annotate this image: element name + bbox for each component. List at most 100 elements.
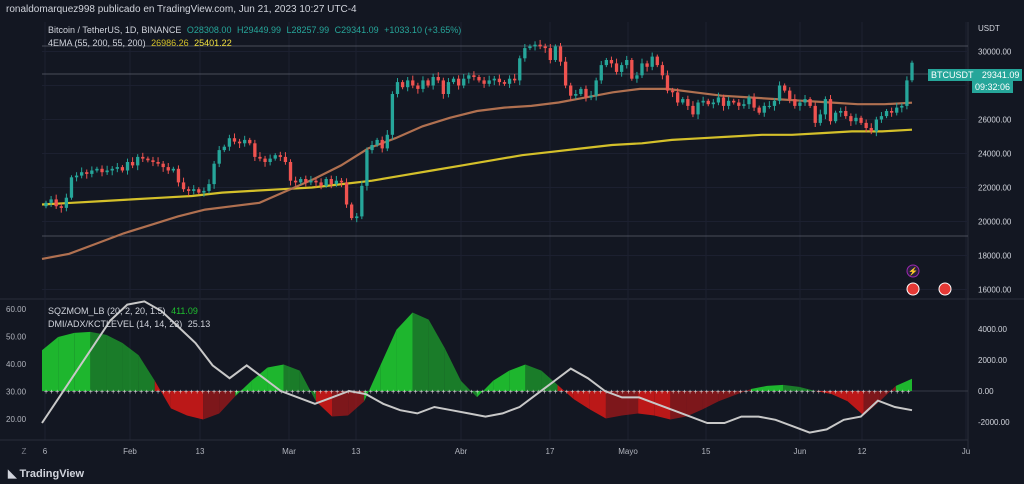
candle xyxy=(604,57,609,68)
candle xyxy=(513,73,517,84)
candle-body xyxy=(732,100,736,103)
candle-body xyxy=(828,99,833,122)
candle-body xyxy=(584,88,588,98)
candle xyxy=(833,110,838,124)
squeeze-momentum-bar xyxy=(428,319,445,391)
candle-body xyxy=(487,80,491,84)
candle-body xyxy=(146,158,150,161)
squeeze-momentum-bar xyxy=(767,384,784,391)
candle-body xyxy=(696,102,700,115)
squeeze-momentum-bar xyxy=(203,391,220,420)
candle-body xyxy=(869,128,873,132)
squeeze-dot: + xyxy=(671,389,675,396)
candle xyxy=(95,166,99,173)
candle-body xyxy=(314,180,318,183)
candle-body xyxy=(380,139,384,149)
candle-body xyxy=(589,95,593,98)
squeeze-momentum-bar xyxy=(170,391,187,416)
squeeze-dot: + xyxy=(800,389,804,396)
candle-body xyxy=(879,116,884,120)
candle xyxy=(777,81,782,105)
candle xyxy=(518,55,522,86)
squeeze-dot: + xyxy=(839,389,843,396)
candle-body xyxy=(161,163,165,168)
squeeze-dot: + xyxy=(481,389,485,396)
squeeze-dot: + xyxy=(660,389,664,396)
candle xyxy=(411,75,415,89)
squeeze-dot: + xyxy=(850,389,854,396)
candle-body xyxy=(630,60,634,79)
squeeze-dot: + xyxy=(386,389,390,396)
candle xyxy=(869,123,873,135)
squeeze-dot: + xyxy=(156,389,160,396)
candle-body xyxy=(395,82,400,94)
price-tick-label: 22000.00 xyxy=(978,184,1012,193)
squeeze-dot: + xyxy=(139,389,143,396)
candle-body xyxy=(100,168,104,173)
legend-high: H29449.99 xyxy=(236,25,282,35)
candle-body xyxy=(253,143,257,157)
candle xyxy=(543,43,547,53)
candle-body xyxy=(222,146,226,151)
candle xyxy=(273,153,277,161)
candle-body xyxy=(477,77,481,81)
squeeze-dot: + xyxy=(806,389,810,396)
candle xyxy=(309,175,313,186)
candle xyxy=(619,62,624,77)
squeeze-momentum-bar xyxy=(589,391,606,419)
candle-body xyxy=(844,111,848,117)
squeeze-momentum-bar xyxy=(895,378,912,391)
candle-body xyxy=(365,150,369,186)
candle xyxy=(90,166,94,178)
legend-ema-row: 4EMA (55, 200, 55, 200) 26986.26 25401.2… xyxy=(48,38,235,48)
tradingview-logo[interactable]: ◣ TradingView xyxy=(8,467,84,480)
candle xyxy=(355,213,359,223)
squeeze-dot: + xyxy=(274,389,278,396)
time-zone-icon: Z xyxy=(22,447,27,456)
squeeze-dot: + xyxy=(498,389,502,396)
candle-body xyxy=(237,141,242,144)
squeeze-dot: + xyxy=(229,389,233,396)
squeeze-dot: + xyxy=(173,389,177,396)
squeeze-dot: + xyxy=(78,389,82,396)
time-axis-label: 15 xyxy=(702,447,711,456)
candle-body xyxy=(513,78,517,81)
candle xyxy=(446,78,451,98)
dmi-axis-tick: 60.00 xyxy=(6,305,27,314)
candle-body xyxy=(385,134,389,149)
candle xyxy=(523,44,527,62)
candle xyxy=(130,157,135,169)
squeeze-dot: + xyxy=(576,389,580,396)
candle-body xyxy=(533,44,537,47)
squeeze-momentum-bar xyxy=(493,370,510,391)
candle-body xyxy=(232,138,237,142)
candle xyxy=(752,93,756,111)
squeeze-dot: + xyxy=(794,389,798,396)
candle xyxy=(339,177,344,188)
candle xyxy=(44,200,48,209)
candle xyxy=(879,112,884,123)
squeeze-momentum-bar xyxy=(605,391,622,419)
squeeze-dot: + xyxy=(380,389,384,396)
candle xyxy=(166,163,170,174)
candle-body xyxy=(186,189,191,191)
candle-body xyxy=(579,88,583,94)
squeeze-dot: + xyxy=(834,389,838,396)
candle xyxy=(782,83,787,93)
candle-body xyxy=(767,105,772,107)
squeeze-dot: + xyxy=(694,389,698,396)
candle-body xyxy=(737,102,741,106)
candle-body xyxy=(670,90,675,93)
squeeze-dot: + xyxy=(744,389,748,396)
candle-body xyxy=(563,61,568,86)
squeeze-dot: + xyxy=(94,389,98,396)
squeeze-dot: + xyxy=(363,389,367,396)
candle xyxy=(788,87,792,104)
dmi-axis-tick: 50.00 xyxy=(6,333,27,342)
squeeze-momentum-bar xyxy=(283,364,300,391)
squeeze-momentum-bar xyxy=(187,391,204,420)
candle-body xyxy=(594,80,598,96)
squeeze-dot: + xyxy=(72,389,76,396)
squeeze-dot: + xyxy=(626,389,630,396)
